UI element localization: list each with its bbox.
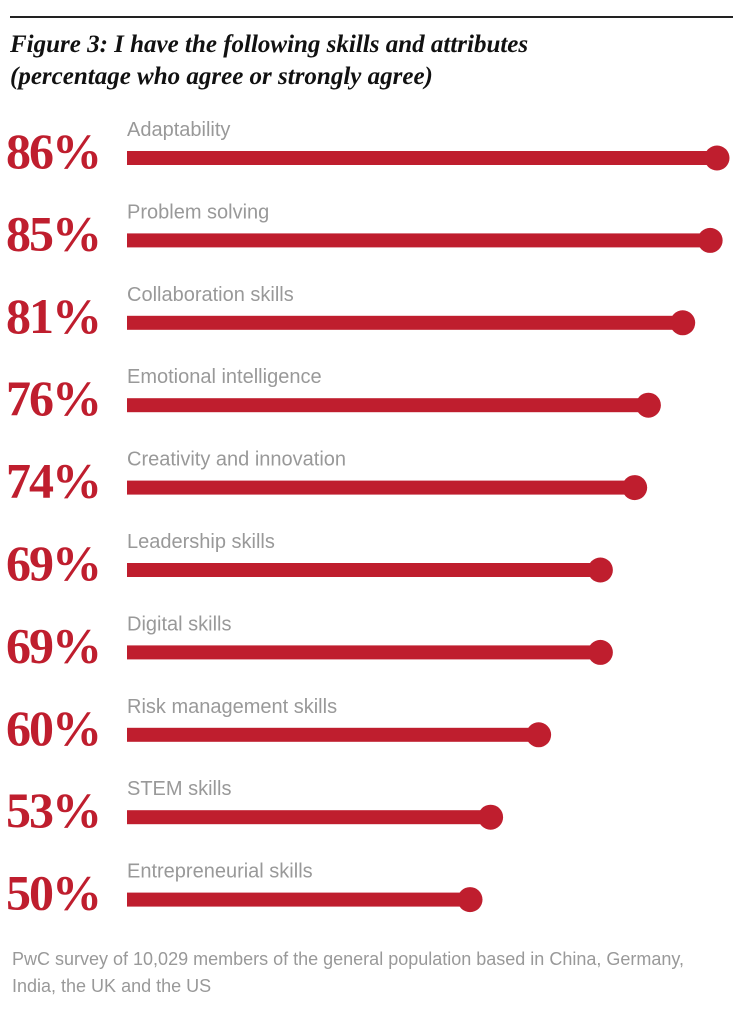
value-label: 50% bbox=[6, 865, 100, 921]
bar bbox=[127, 727, 539, 742]
category-label: Collaboration skills bbox=[127, 284, 294, 306]
chart-subtitle: (percentage who agree or strongly agree) bbox=[10, 63, 433, 90]
bar-end bbox=[635, 392, 661, 418]
category-label: Emotional intelligence bbox=[127, 366, 322, 388]
value-label: 76% bbox=[6, 370, 100, 426]
bar-end bbox=[587, 639, 613, 665]
bar bbox=[127, 563, 601, 577]
category-label: Digital skills bbox=[127, 613, 231, 635]
bar bbox=[127, 810, 491, 825]
bar bbox=[127, 398, 649, 413]
value-label: 85% bbox=[6, 205, 100, 261]
bar bbox=[127, 233, 711, 248]
bar-end bbox=[526, 722, 552, 748]
category-label: STEM skills bbox=[127, 778, 231, 800]
chart: Figure 3: I have the following skills an… bbox=[6, 16, 733, 921]
category-label: Creativity and innovation bbox=[127, 449, 346, 471]
value-label: 74% bbox=[6, 453, 100, 509]
bar-end bbox=[704, 145, 730, 171]
bar bbox=[127, 480, 635, 495]
category-label: Leadership skills bbox=[127, 531, 275, 553]
category-label: Risk management skills bbox=[127, 696, 337, 718]
bar bbox=[127, 645, 601, 660]
footnote: PwC survey of 10,029 members of the gene… bbox=[12, 949, 685, 996]
value-label: 69% bbox=[6, 617, 100, 673]
bar bbox=[127, 315, 683, 330]
chart-title: Figure 3: I have the following skills an… bbox=[9, 31, 528, 58]
value-label: 69% bbox=[6, 535, 100, 591]
category-label: Problem solving bbox=[127, 201, 269, 223]
category-label: Adaptability bbox=[127, 119, 230, 141]
value-label: 81% bbox=[6, 288, 100, 344]
value-label: 53% bbox=[6, 782, 100, 838]
bar-end bbox=[670, 310, 696, 336]
category-label: Entrepreneurial skills bbox=[127, 861, 313, 883]
bar-end bbox=[457, 887, 483, 913]
bar-end bbox=[478, 804, 504, 830]
bar-end bbox=[622, 475, 648, 501]
value-label: 86% bbox=[6, 123, 100, 179]
bar-end bbox=[587, 557, 613, 583]
bar bbox=[127, 892, 471, 907]
bar bbox=[127, 151, 717, 165]
bar-end bbox=[697, 227, 723, 253]
value-label: 60% bbox=[6, 700, 100, 756]
